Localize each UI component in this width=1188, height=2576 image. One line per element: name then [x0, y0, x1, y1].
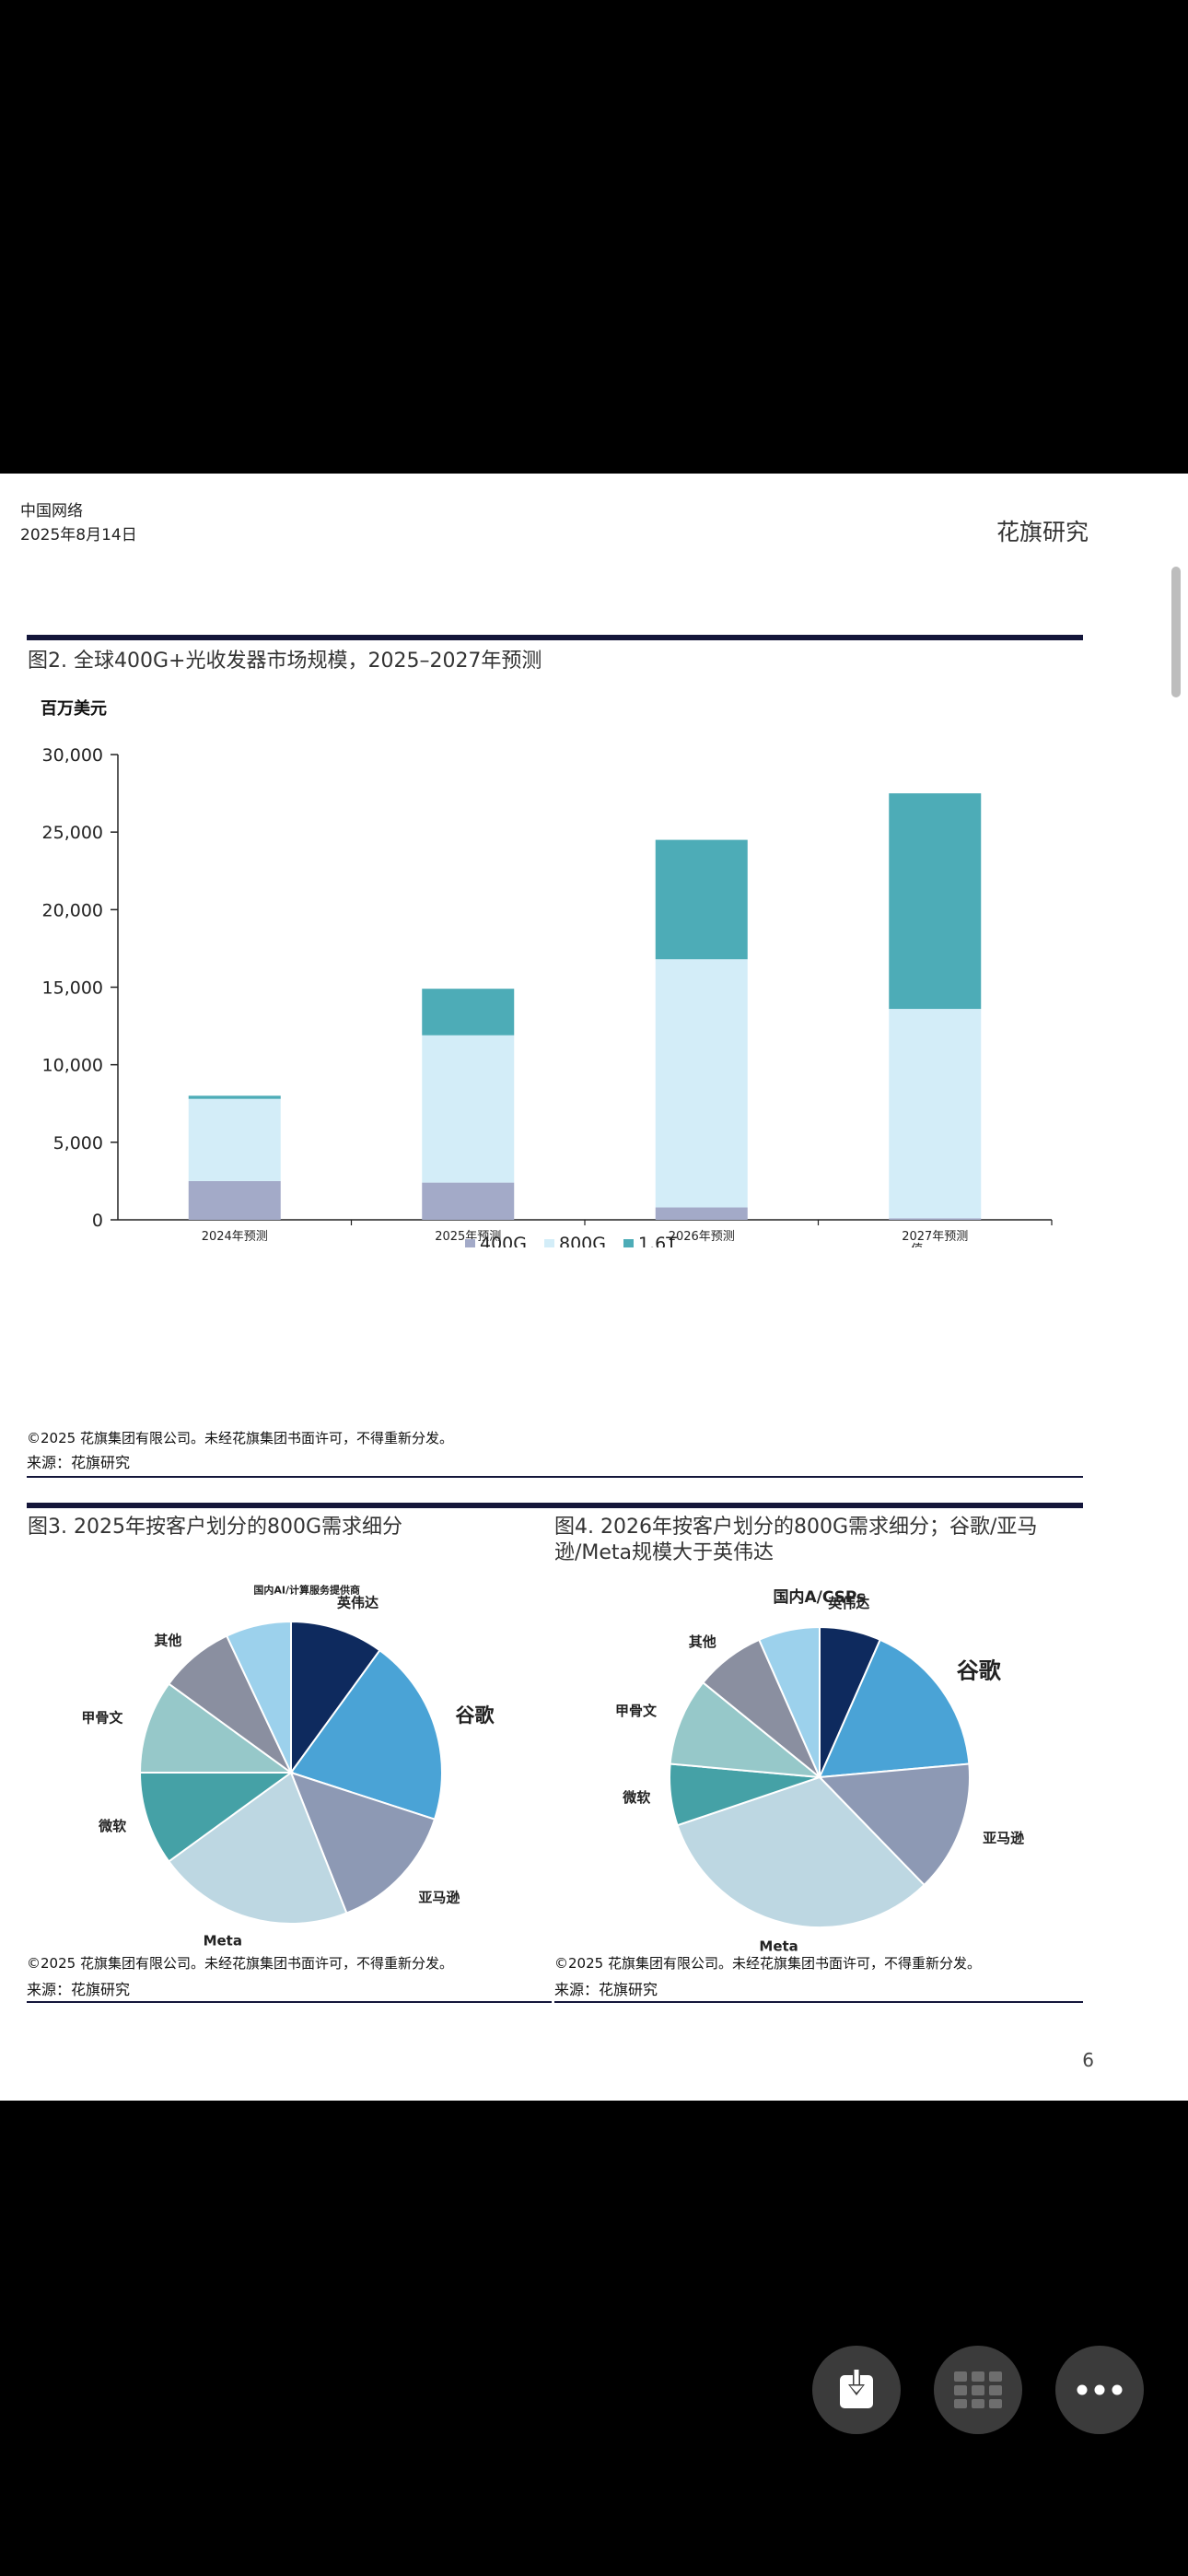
report-section: 中国网络: [20, 502, 83, 521]
pie-slice-2: [817, 1762, 971, 1887]
pie-label-2: 亚马逊: [418, 1890, 460, 1906]
legend-label-400G: 400G: [480, 1234, 527, 1247]
document-page: 中国网络 2025年8月14日 花旗研究 图2. 全球400G+光收发器市场规模…: [0, 474, 1188, 2101]
pie-label-4: 微软: [98, 1818, 126, 1834]
x-tick-label: 2027年预测: [902, 1230, 968, 1244]
report-date: 2025年8月14日: [20, 526, 137, 544]
report-header-left: 中国网络 2025年8月14日: [20, 499, 137, 547]
bar-400G-2: [655, 1207, 748, 1220]
bar-400G-0: [188, 1180, 281, 1220]
figure4-title-line1: 图4. 2026年按客户划分的800G需求细分；谷歌/亚马: [554, 1516, 1038, 1539]
pie-label-3: Meta: [759, 1938, 798, 1955]
legend-swatch-1.6T: [623, 1239, 634, 1247]
figure4-bottom-rule: [554, 2001, 1083, 2003]
y-tick-label: 15,000: [42, 978, 103, 999]
pie-label-0: 英伟达: [337, 1594, 379, 1610]
pie-slice-7: [225, 1620, 292, 1774]
pie-slice-3: [167, 1771, 348, 1925]
figure4-source: 来源：花旗研究: [554, 1981, 658, 1998]
pie-label-5: 甲骨文: [615, 1703, 658, 1719]
pie-slice-7: [757, 1625, 821, 1778]
more-options-button[interactable]: [1055, 2346, 1144, 2434]
figure2-title: 图2. 全球400G+光收发器市场规模，2025–2027年预测: [28, 650, 542, 673]
figure3-source: 来源：花旗研究: [27, 1981, 131, 1998]
pie-slice-5: [669, 1680, 823, 1779]
bar-800G-0: [188, 1098, 281, 1181]
pie-slice-1: [818, 1638, 971, 1779]
bar-1.6T-3: [889, 793, 982, 1010]
legend-label-800G: 800G: [559, 1234, 606, 1247]
x-tick-label: 2024年预测: [202, 1230, 268, 1244]
bar-1.6T-1: [422, 989, 515, 1036]
pie-label-2: 亚马逊: [983, 1830, 1024, 1846]
pie-label-3: Meta: [204, 1932, 242, 1949]
figure2-bottom-rule: [27, 1476, 1083, 1478]
figure4-title: 图4. 2026年按客户划分的800G需求细分；谷歌/亚马 逊/Meta规模大于…: [554, 1515, 1037, 1566]
download-icon: [840, 2368, 873, 2408]
bar-800G-1: [422, 1035, 515, 1183]
figure2-source: 来源：花旗研究: [27, 1454, 131, 1471]
bar-800G-2: [655, 959, 748, 1208]
x-tick-label: 2026年预测: [669, 1230, 735, 1244]
figure2-copyright: ©2025 花旗集团有限公司。未经花旗集团书面许可，不得重新分发。: [27, 1430, 453, 1446]
scrollbar-thumb[interactable]: [1171, 567, 1181, 697]
pie-label-1: 谷歌: [957, 1657, 1002, 1683]
grid-icon: [954, 2371, 1002, 2408]
figure3-bottom-rule: [27, 2001, 552, 2003]
y-tick-label: 30,000: [42, 745, 103, 766]
figure3-title: 图3. 2025年按客户划分的800G需求细分: [28, 1516, 403, 1539]
legend-swatch-800G: [544, 1239, 554, 1247]
pie-label-6: 其他: [689, 1633, 716, 1650]
bar-1.6T-2: [655, 839, 748, 960]
y-tick-label: 0: [92, 1211, 103, 1231]
more-icon: [1077, 2384, 1123, 2395]
figure4-title-line2: 逊/Meta规模大于英伟达: [554, 1541, 775, 1564]
page-number: 6: [1082, 2049, 1094, 2071]
brand-name: 花旗研究: [996, 519, 1089, 545]
bar-1.6T-0: [188, 1095, 281, 1099]
y-tick-label: 5,000: [53, 1133, 103, 1153]
pie-slice-2: [289, 1771, 437, 1914]
pie-label-6: 其他: [154, 1633, 181, 1649]
pie-slice-0: [290, 1620, 381, 1776]
figure2-unit-label: 百万美元: [41, 699, 107, 719]
y-tick-label: 10,000: [42, 1056, 103, 1076]
bar-800G-3: [889, 1009, 982, 1219]
figure3-copyright: ©2025 花旗集团有限公司。未经花旗集团书面许可，不得重新分发。: [27, 1955, 453, 1972]
y-tick-label: 20,000: [42, 900, 103, 920]
bar-400G-3: [889, 1218, 982, 1220]
figures-3-4-top-rule: [27, 1503, 1083, 1508]
legend-swatch-400G: [465, 1239, 475, 1247]
x-tick-label: 2025年预测: [435, 1230, 501, 1244]
pie-label-1: 谷歌: [456, 1704, 495, 1727]
bar-400G-1: [422, 1182, 515, 1220]
pie-label-5: 甲骨文: [81, 1710, 123, 1727]
grid-view-button[interactable]: [934, 2346, 1022, 2434]
figure4-copyright: ©2025 花旗集团有限公司。未经花旗集团书面许可，不得重新分发。: [554, 1955, 981, 1972]
pie-slice-5: [138, 1682, 295, 1774]
pie-label-7: 国内AI/计算服务提供商: [253, 1584, 360, 1597]
pie-slice-1: [289, 1648, 443, 1821]
figure2-top-rule: [27, 635, 1083, 640]
pie-label-0: 英伟达: [828, 1595, 869, 1611]
pie-label-4: 微软: [622, 1789, 650, 1806]
y-tick-label: 25,000: [42, 823, 103, 843]
pie-slice-3: [676, 1775, 926, 1928]
download-button[interactable]: [812, 2346, 901, 2434]
legend-label-1.6T: 1.6T: [638, 1234, 677, 1247]
pie-slice-4: [138, 1772, 295, 1863]
x-tick-label: 值: [911, 1242, 923, 1247]
pie-label-7: 国内A/CSPs: [773, 1587, 866, 1607]
bar-chart-canvas: 0 5,000 10,000 15,000 20,000 25,000 30,000 2024…: [42, 745, 1053, 1247]
